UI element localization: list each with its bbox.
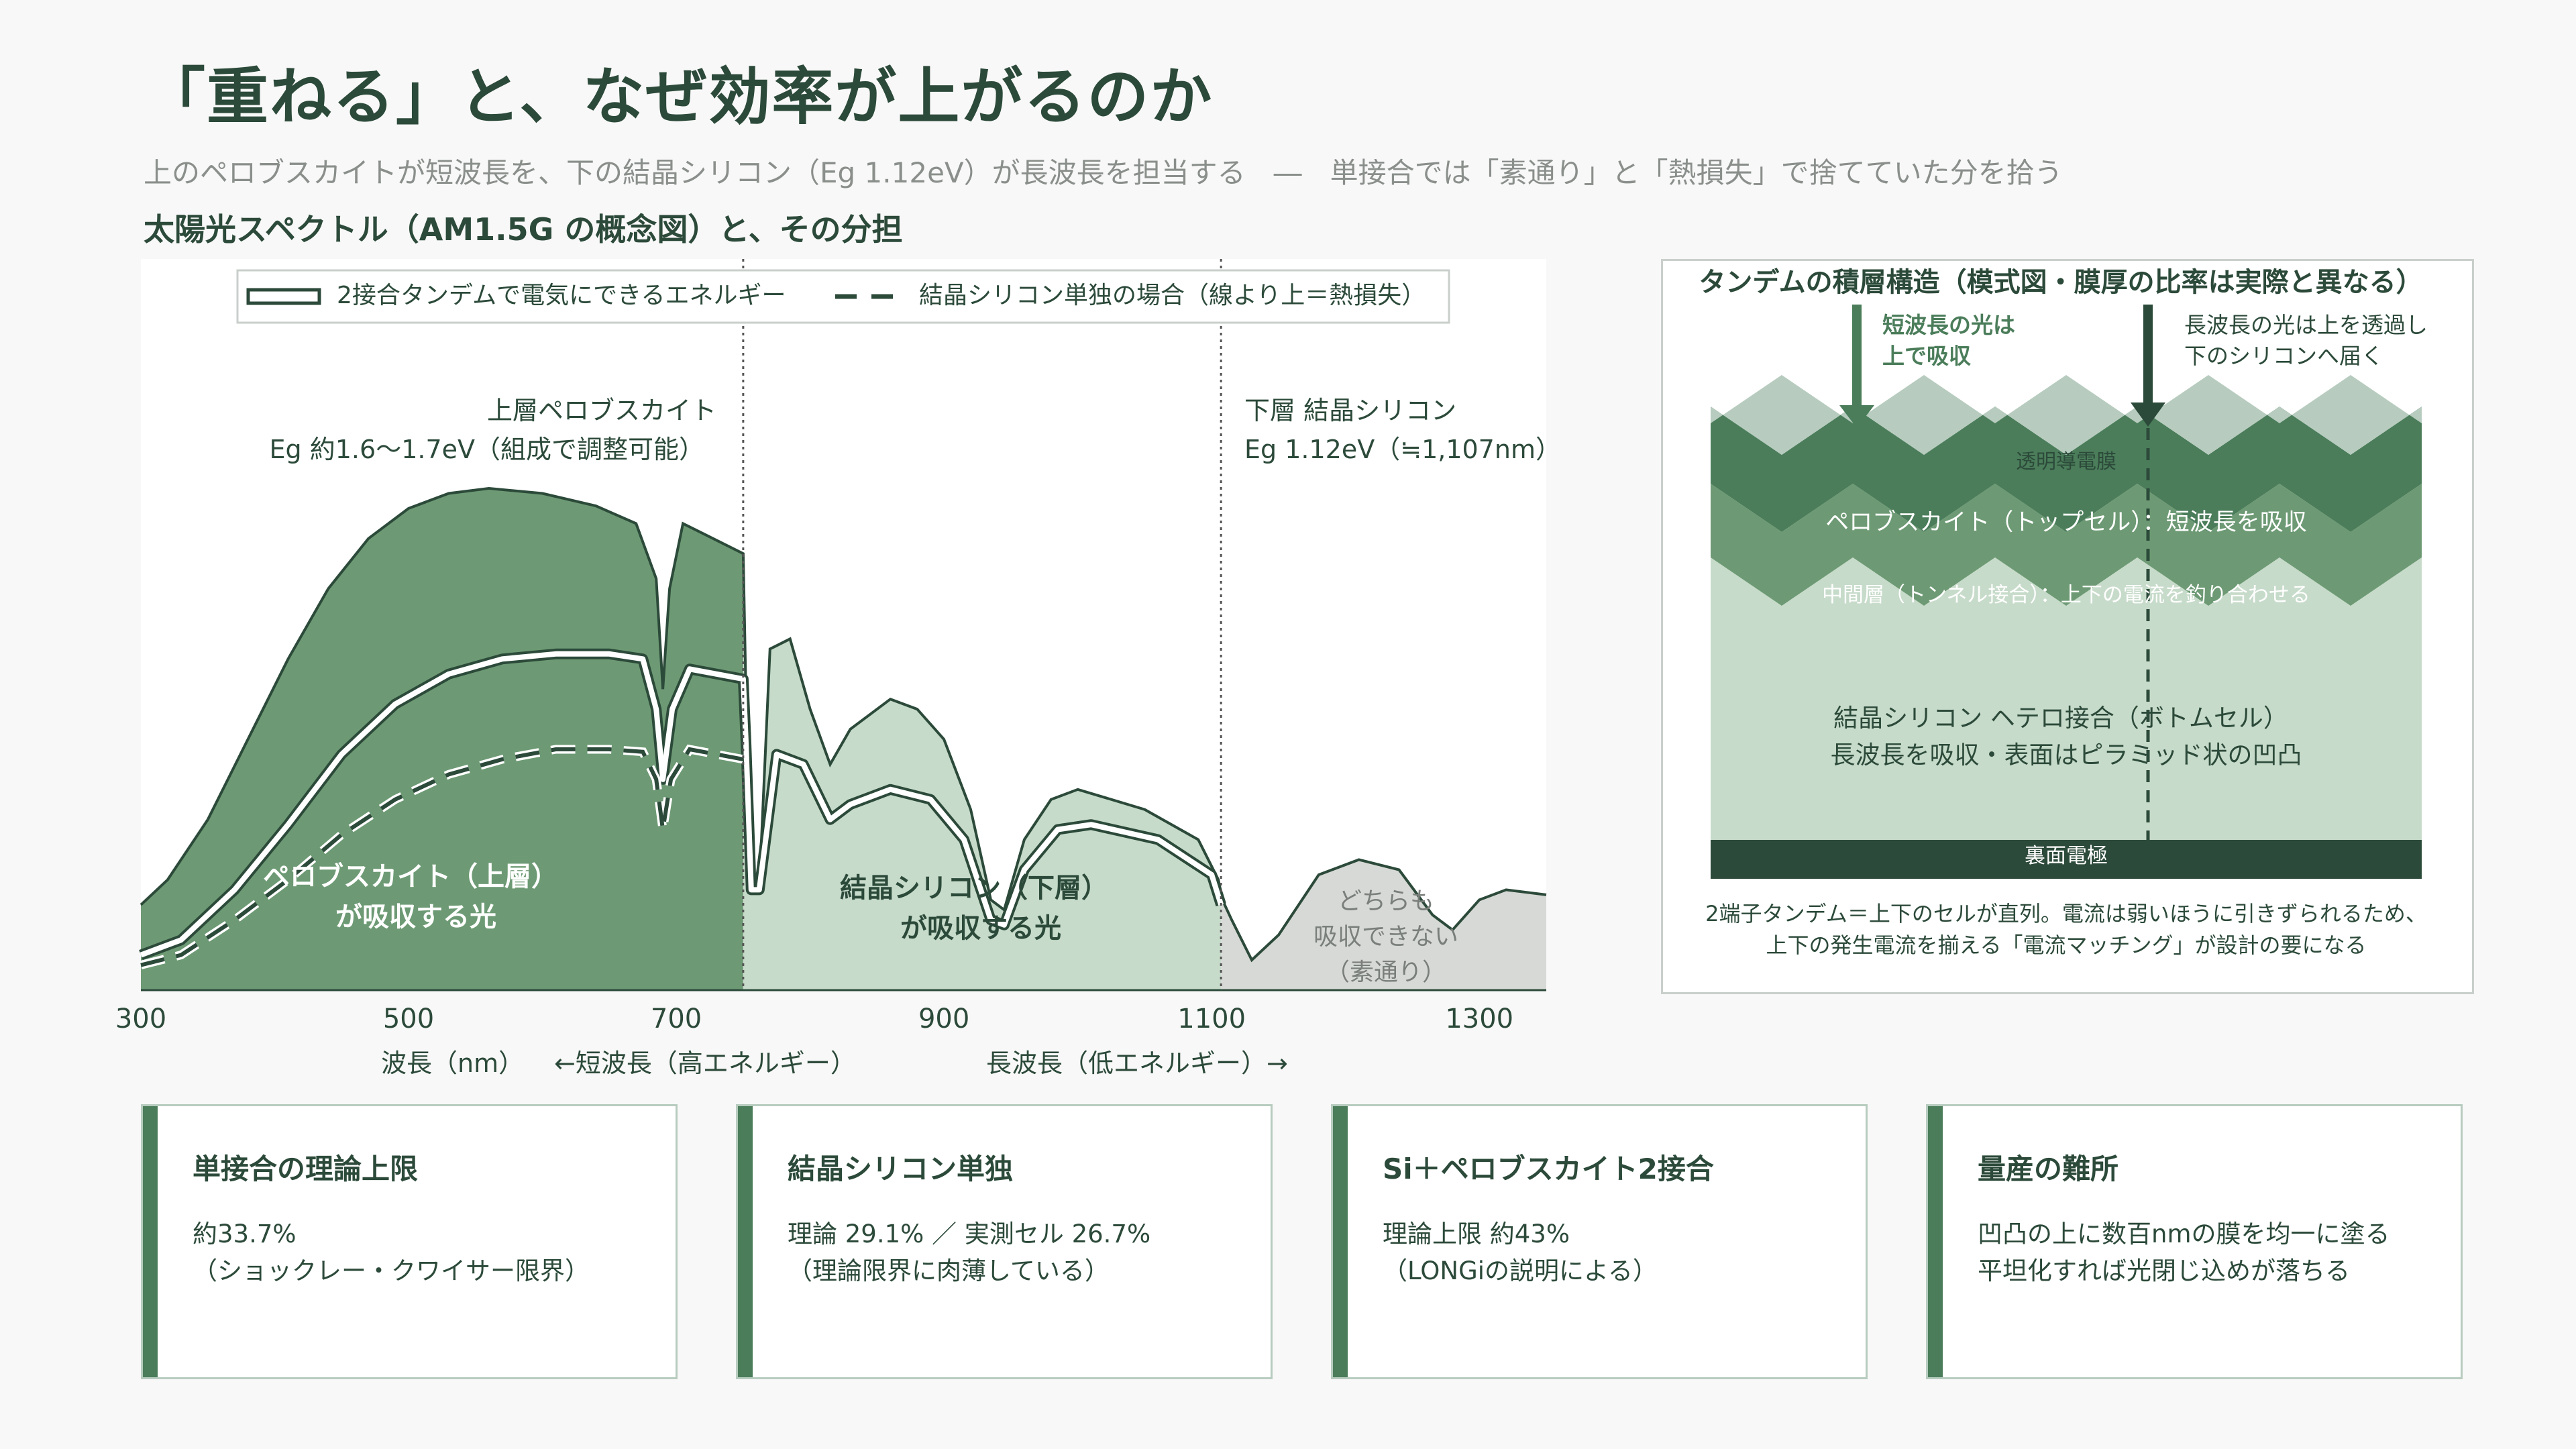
card-accent-bar [143,1106,158,1377]
boundary-perovskite-label-2: Eg 約1.6〜1.7eV（組成で調整可能） [270,435,704,464]
x-tick-label: 1300 [1445,1004,1513,1034]
legend-silicon-label: 結晶シリコン単独の場合（線より上＝熱損失） [919,282,1426,309]
page-title: 「重ねる」と、なぜ効率が上がるのか [144,61,1214,133]
region-pass-label-2: 吸収できない [1313,923,1458,951]
stack-caption-1: 2端子タンデム＝上下のセルが直列。電流は弱いほうに引きずられるため、 [1705,901,2427,926]
region-silicon-label-1: 結晶シリコン（下層） [840,873,1108,904]
stack-diagram: タンデムの積層構造（模式図・膜厚の比率は実際と異なる） 短波長の光は 上で吸収 … [1661,259,2474,994]
x-tick-label: 1100 [1177,1004,1246,1034]
card-title: 単接合の理論上限 [193,1152,419,1185]
spectrum-chart: 2接合タンデムで電気にできるエネルギー 結晶シリコン単独の場合（線より上＝熱損失… [115,259,1556,1078]
card-silicon-only: 結晶シリコン単独 理論 29.1% ／ 実測セル 26.7% （理論限界に肉薄し… [736,1104,1273,1379]
boundary-silicon-label-2: Eg 1.12eV（≒1,107nm） [1244,435,1556,464]
layer-interlayer-label: 中間層（トンネル接合）：上下の電流を釣り合わせる [1822,583,2310,607]
card-line-2: （理論限界に肉薄している） [788,1256,1110,1285]
card-title: 量産の難所 [1978,1152,2119,1185]
layer-perovskite-label: ペロブスカイト（トップセル）：短波長を吸収 [1825,509,2307,536]
card-mass-production: 量産の難所 凹凸の上に数百nmの膜を均一に塗る 平坦化すれば光閉じ込めが落ちる [1926,1104,2463,1379]
spectrum-outline [140,486,1547,963]
boundary-perovskite-label-1: 上層ペロブスカイト [487,396,716,425]
x-tick-label: 500 [383,1004,434,1034]
layer-back-label: 裏面電極 [2025,844,2108,868]
card-line-1: 約33.7% [193,1220,297,1248]
x-axis-short-label: ←短波長（高エネルギー） [554,1049,856,1078]
arrow-short-label-2: 上で吸収 [1882,343,1972,369]
card-line-1: 理論上限 約43% [1383,1220,1570,1248]
layer-silicon-label-2: 長波長を吸収・表面はピラミッド状の凹凸 [1831,741,2302,769]
legend-tandem-swatch [246,288,321,305]
legend-tandem-label: 2接合タンデムで電気にできるエネルギー [337,282,786,309]
card-accent-bar [1333,1106,1348,1377]
card-line-1: 理論 29.1% ／ 実測セル 26.7% [788,1220,1151,1248]
layer-silicon [1711,557,2422,840]
arrow-long-label-1: 長波長の光は上を透過し [2184,312,2428,338]
layer-interlayer [1711,484,2422,606]
boundary-silicon-label-1: 下層 結晶シリコン [1244,396,1456,425]
region-perovskite-label-2: が吸収する光 [335,902,496,932]
card-line-2: （ショックレー・クワイサー限界） [193,1256,590,1285]
layer-tco-band [1711,375,2422,455]
layer-silicon-label-1: 結晶シリコン ヘテロ接合（ボトムセル） [1833,704,2288,733]
card-line-2: （LONGiの説明による） [1383,1256,1658,1285]
x-tick-label: 300 [115,1004,166,1034]
page-subtitle: 上のペロブスカイトが短波長を、下の結晶シリコン（Eg 1.12eV）が長波長を担… [144,156,2063,189]
tandem-curve [140,651,1224,958]
layer-tco-label: 透明導電膜 [2016,450,2116,474]
arrow-short-head [1839,405,1874,428]
x-tick-label: 700 [651,1004,702,1034]
card-accent-bar [1928,1106,1943,1377]
chart-heading: 太陽光スペクトル（AM1.5G の概念図）と、その分担 [144,211,903,248]
arrow-long-head [2131,402,2165,427]
region-silicon-label-2: が吸収する光 [900,913,1061,944]
card-title: 結晶シリコン単独 [788,1152,1014,1185]
x-axis-label: 波長（nm） [381,1049,524,1078]
area-silicon [743,553,1222,990]
layer-back-electrode [1711,840,2422,879]
card-line-1: 凹凸の上に数百nmの膜を均一に塗る [1978,1220,2390,1248]
stack-caption-2: 上下の発生電流を揃える「電流マッチング」が設計の要になる [1766,932,2366,958]
layer-perovskite [1711,407,2422,532]
region-pass-label-1: どちらも [1338,888,1434,915]
card-single-junction-limit: 単接合の理論上限 約33.7% （ショックレー・クワイサー限界） [141,1104,678,1379]
x-axis-long-label: 長波長（低エネルギー）→ [986,1049,1288,1078]
arrow-short-label-1: 短波長の光は [1882,312,2015,338]
area-pass-through [1221,859,1546,990]
card-title: Si＋ペロブスカイト2接合 [1383,1152,1714,1185]
card-line-2: 平坦化すれば光閉じ込めが落ちる [1978,1256,2350,1285]
card-accent-bar [738,1106,753,1377]
silicon-only-curve [140,747,744,967]
legend-box [236,269,1450,324]
region-pass-label-3: （素通り） [1326,959,1446,986]
stack-title: タンデムの積層構造（模式図・膜厚の比率は実際と異なる） [1699,267,2422,298]
region-perovskite-label-1: ペロブスカイト（上層） [263,861,558,892]
card-tandem-limit: Si＋ペロブスカイト2接合 理論上限 約43% （LONGiの説明による） [1331,1104,1868,1379]
arrow-long-label-2: 下のシリコンへ届く [2184,343,2383,369]
area-perovskite [141,488,743,990]
x-tick-label: 900 [918,1004,969,1034]
chart-legend: 2接合タンデムで電気にできるエネルギー 結晶シリコン単独の場合（線より上＝熱損失… [236,269,1450,324]
